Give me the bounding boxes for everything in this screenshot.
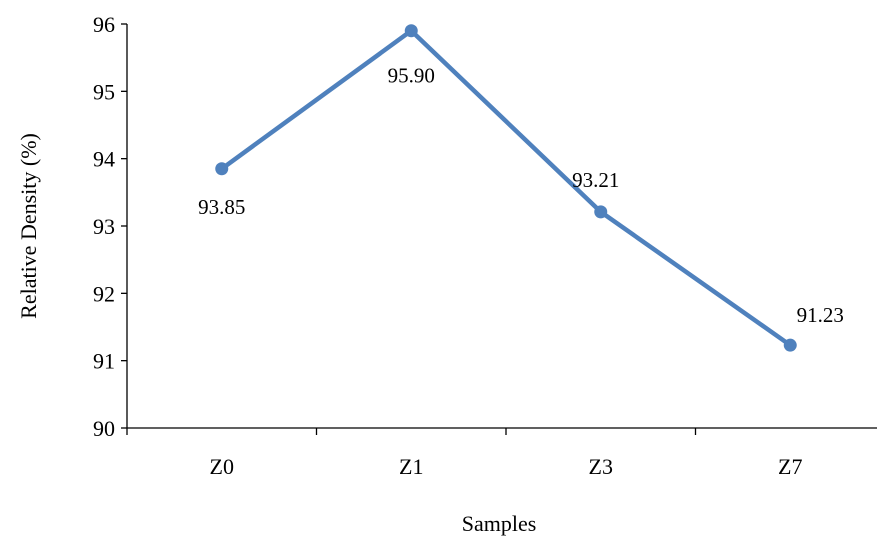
data-point bbox=[594, 205, 608, 219]
data-point bbox=[215, 162, 229, 176]
data-label: 95.90 bbox=[388, 64, 435, 88]
x-tick-label: Z7 bbox=[778, 454, 802, 479]
data-point bbox=[404, 24, 418, 38]
y-tick-label: 92 bbox=[93, 281, 115, 306]
data-label: 91.23 bbox=[797, 303, 844, 327]
y-tick-label: 95 bbox=[93, 79, 115, 104]
x-tick-label: Z1 bbox=[399, 454, 423, 479]
y-tick-label: 93 bbox=[93, 214, 115, 239]
y-tick-label: 90 bbox=[93, 416, 115, 441]
data-labels: 93.85 95.90 93.21 91.23 bbox=[198, 64, 844, 327]
x-tick-label: Z0 bbox=[210, 454, 234, 479]
x-axis-ticks: Z0 Z1 Z3 Z7 bbox=[126, 428, 802, 479]
x-axis-label: Samples bbox=[462, 511, 537, 536]
x-tick-label: Z3 bbox=[589, 454, 613, 479]
data-label: 93.85 bbox=[198, 195, 245, 219]
y-tick-label: 91 bbox=[93, 349, 115, 374]
y-tick-label: 96 bbox=[93, 12, 115, 37]
y-axis-ticks: 90 91 92 93 94 95 96 bbox=[93, 12, 127, 441]
data-label: 93.21 bbox=[572, 168, 619, 192]
series-group bbox=[215, 24, 797, 352]
y-tick-label: 94 bbox=[93, 147, 115, 172]
y-axis-label: Relative Density (%) bbox=[16, 133, 41, 319]
series-line bbox=[220, 28, 792, 348]
data-point bbox=[783, 338, 797, 352]
